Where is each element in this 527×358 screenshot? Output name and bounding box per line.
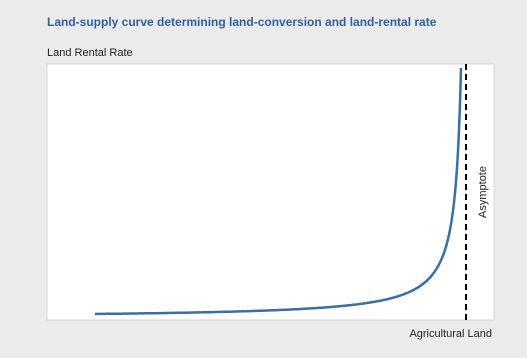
chart-title: Land-supply curve determining land-conve…: [47, 15, 437, 29]
y-axis-label: Land Rental Rate: [47, 47, 133, 59]
plot-area: [46, 63, 495, 321]
annotation: Asymptote: [477, 166, 489, 218]
x-axis-label: Agricultural Land: [409, 328, 492, 340]
supply-curve: [95, 67, 463, 316]
